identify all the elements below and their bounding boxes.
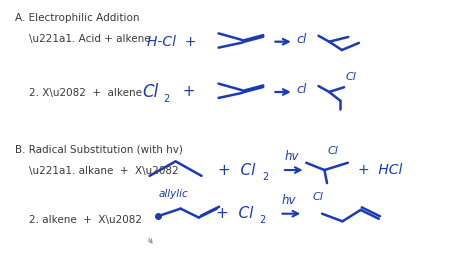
- Text: Cl: Cl: [345, 73, 356, 82]
- Text: 2: 2: [163, 94, 170, 103]
- Text: H-Cl  +: H-Cl +: [147, 35, 197, 49]
- Text: \u221a1. alkane  +  X\u2082: \u221a1. alkane + X\u2082: [29, 166, 179, 176]
- Text: Cl: Cl: [328, 146, 339, 156]
- Text: +  Cl: + Cl: [218, 163, 255, 177]
- Text: allylic: allylic: [159, 189, 189, 199]
- Text: +  Cl: + Cl: [216, 206, 253, 221]
- Text: hv: hv: [282, 194, 296, 207]
- Text: Cl: Cl: [143, 83, 159, 101]
- Text: cl: cl: [296, 83, 307, 96]
- Text: +: +: [173, 85, 196, 99]
- Text: 2: 2: [262, 172, 268, 182]
- Text: 2. alkene  +  X\u2082: 2. alkene + X\u2082: [29, 215, 142, 225]
- Text: B. Radical Substitution (with hv): B. Radical Substitution (with hv): [15, 145, 183, 155]
- Text: 2: 2: [260, 215, 266, 225]
- Text: 2. X\u2082  +  alkene: 2. X\u2082 + alkene: [29, 88, 142, 98]
- Text: \u221a1. Acid + alkene: \u221a1. Acid + alkene: [29, 34, 151, 44]
- Text: Cl: Cl: [313, 192, 323, 202]
- Text: cl: cl: [296, 32, 307, 45]
- Text: A. Electrophilic Addition: A. Electrophilic Addition: [15, 13, 139, 23]
- Text: hv: hv: [284, 150, 299, 163]
- Text: +  HCl: + HCl: [357, 163, 402, 177]
